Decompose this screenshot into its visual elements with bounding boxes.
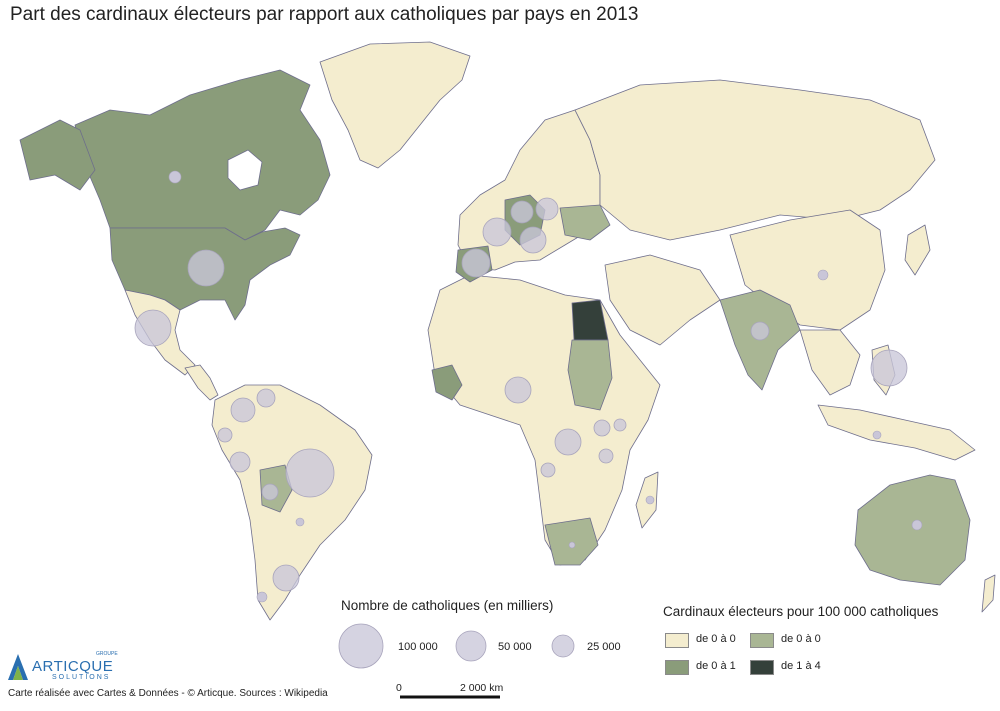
ukraine-shape: [559, 204, 611, 241]
alaska-shape: [19, 119, 96, 191]
bubble-france: [482, 217, 512, 247]
south-america-shape: [211, 384, 373, 621]
bubble-bolivia: [261, 483, 279, 501]
bubble-india: [750, 321, 770, 341]
bubble-philippines: [870, 349, 908, 387]
bubble-south-africa: [568, 541, 576, 549]
bubble-argentina: [272, 564, 300, 592]
bubble-usa: [187, 249, 225, 287]
bubble-venezuela: [256, 388, 276, 408]
bubble-spain: [461, 248, 491, 278]
bubble-brazil: [285, 448, 335, 498]
south-africa-shape: [544, 517, 599, 566]
bubble-italy: [519, 226, 547, 254]
bubble-china: [817, 269, 829, 281]
bubble-indonesia: [872, 430, 882, 440]
bubble-canada: [168, 170, 182, 184]
size-legend-label-2: 50 000: [498, 641, 532, 653]
logo-name-text: ARTICQUE: [32, 658, 114, 675]
japan-shape: [904, 224, 931, 276]
size-legend-title: Nombre de catholiques (en milliers): [341, 598, 554, 613]
bubble-peru: [229, 451, 251, 473]
bubble-kenya: [613, 418, 627, 432]
color-legend-label-3: de 0 à 1: [696, 660, 736, 672]
canada-shape: [74, 69, 331, 241]
color-legend-swatch-3: [665, 660, 689, 675]
bubble-uganda: [593, 419, 611, 437]
new-zealand-shape: [981, 574, 996, 613]
bubble-ecuador: [217, 427, 233, 443]
bubble-chile: [256, 591, 268, 603]
middle-east-shape: [604, 254, 721, 346]
color-legend-swatch-2: [750, 633, 774, 648]
logo-group-text: GROUPE: [96, 651, 118, 657]
bubble-madagascar: [645, 495, 655, 505]
color-legend-label-1: de 0 à 0: [696, 633, 736, 645]
scale-end-label: 2 000 km: [460, 682, 504, 694]
russia-shape: [574, 79, 936, 241]
articque-logo: GROUPE ARTICQUE SOLUTIONS: [6, 650, 118, 684]
bubble-poland: [535, 197, 559, 221]
indonesia-shape: [817, 404, 976, 461]
hudson-bay-shape: [227, 149, 263, 191]
southeast-asia-shape: [799, 329, 861, 396]
logo-sub-text: SOLUTIONS: [52, 674, 111, 681]
bubble-colombia: [230, 397, 256, 423]
bubble-angola: [540, 462, 556, 478]
bubble-nigeria: [504, 376, 532, 404]
map-title: Part des cardinaux électeurs par rapport…: [10, 4, 639, 25]
central-america-shape: [184, 364, 219, 401]
size-legend-circle-50000: [455, 630, 487, 662]
australia-shape: [854, 474, 971, 586]
scale-start-label: 0: [396, 682, 402, 694]
bubble-paraguay: [295, 517, 305, 527]
size-legend-label-1: 100 000: [398, 641, 438, 653]
greenland-shape: [319, 41, 471, 169]
color-legend-swatch-1: [665, 633, 689, 648]
size-legend-circle-25000: [551, 634, 575, 658]
logo-mark-icon: [8, 654, 28, 680]
size-legend-circle-100000: [338, 623, 384, 669]
color-legend-title: Cardinaux électeurs pour 100 000 catholi…: [663, 604, 939, 619]
bubble-australia: [911, 519, 923, 531]
west-africa-shape: [431, 364, 463, 401]
footer-credit: Carte réalisée avec Cartes & Données - ©…: [8, 688, 328, 699]
bubble-tanzania: [598, 448, 614, 464]
bubble-germany: [510, 200, 534, 224]
color-legend-swatch-4: [750, 660, 774, 675]
color-legend-label-2: de 0 à 0: [781, 633, 821, 645]
size-legend-label-3: 25 000: [587, 641, 621, 653]
bubble-dr-congo: [554, 428, 582, 456]
bubble-mexico: [134, 309, 172, 347]
sudan-shape: [567, 339, 613, 411]
color-legend-label-4: de 1 à 4: [781, 660, 821, 672]
